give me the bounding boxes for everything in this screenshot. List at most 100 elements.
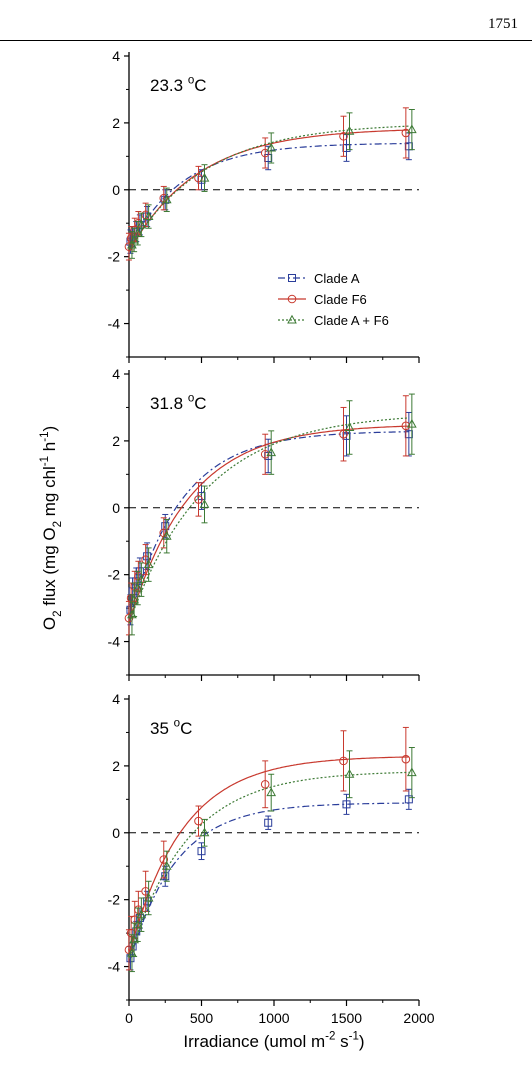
y-tick-label: -4 (108, 316, 121, 332)
fit-curve (128, 771, 409, 959)
fit-curve (128, 125, 409, 251)
y-tick-label: -4 (108, 634, 121, 650)
data-point (136, 574, 147, 584)
series-clade-f6 (124, 726, 411, 971)
data-point (129, 934, 139, 944)
data-point (161, 860, 172, 870)
data-point (199, 499, 210, 508)
y-tick-label: 4 (112, 691, 120, 707)
data-point (143, 892, 154, 902)
data-point (401, 421, 411, 431)
data-point (141, 555, 150, 564)
data-point (159, 855, 169, 864)
fit-curve (128, 756, 409, 956)
data-point (194, 495, 203, 504)
series-clade-f6 (124, 107, 411, 261)
data-point (404, 795, 413, 804)
y-tick-label: -4 (108, 959, 121, 975)
y-axis-label: O2 flux (mg O2 mg chl-1 h-1) (39, 426, 64, 630)
data-point (143, 559, 154, 569)
fit-curve (128, 142, 409, 249)
legend: Clade A Clade F6 Clade A + F6 (278, 271, 389, 328)
y-tick-label: 4 (112, 366, 120, 382)
data-point (407, 767, 417, 777)
y-tick-label: 2 (112, 758, 120, 774)
series-clade-a-f6 (127, 746, 417, 973)
y-tick-label: 2 (112, 433, 120, 449)
series-clade-a-f6 (127, 109, 417, 259)
fit-curve (128, 802, 409, 964)
data-point (126, 954, 135, 963)
data-point (199, 827, 210, 837)
series-clade-a (126, 788, 413, 971)
x-tick-label: 1500 (331, 1010, 362, 1026)
data-point (134, 905, 143, 915)
data-point (136, 909, 147, 919)
data-point (339, 131, 348, 141)
y-tick-label: 0 (112, 825, 120, 841)
data-point (407, 418, 417, 428)
legend-marker (287, 294, 297, 304)
y-tick-label: -2 (108, 567, 121, 583)
panel-title: 23.3 oC (150, 74, 207, 95)
data-point (401, 754, 411, 764)
data-point (197, 847, 206, 856)
y-tick-label: -2 (108, 249, 121, 265)
data-point (161, 530, 172, 540)
data-point (141, 887, 150, 896)
data-point (342, 800, 351, 809)
panel-title: 35 oC (150, 717, 192, 738)
data-point (161, 194, 172, 204)
data-point (132, 919, 143, 929)
data-point (266, 787, 277, 797)
series-clade-f6 (124, 395, 411, 636)
header-rule (0, 40, 532, 41)
data-point (266, 447, 277, 457)
data-point (260, 148, 270, 158)
data-point (136, 219, 147, 229)
legend-label: Clade A (314, 271, 360, 286)
data-point (339, 756, 348, 766)
legend-marker (288, 274, 296, 282)
chart-panel-1: -4 -2 0 2 4 23.3 oC Clade A Clade F6 Clade A + F… (108, 48, 420, 363)
fit-curve (128, 425, 409, 624)
legend-marker (287, 314, 297, 324)
data-point (339, 429, 348, 439)
x-tick-label: 0 (125, 1010, 133, 1026)
page-number: 1751 (488, 16, 518, 32)
legend-label: Clade A + F6 (314, 313, 389, 328)
series-clade-a-f6 (127, 393, 417, 636)
data-point (344, 422, 355, 432)
data-point (132, 228, 143, 237)
y-tick-label: 2 (112, 115, 120, 131)
data-point (129, 234, 139, 244)
data-point (143, 211, 154, 221)
data-point (264, 818, 273, 827)
fit-curve (128, 417, 409, 624)
data-point (132, 582, 143, 592)
data-point (266, 142, 277, 152)
data-point (344, 126, 355, 135)
data-point (260, 779, 270, 789)
data-point (129, 594, 139, 604)
y-tick-label: 0 (112, 500, 120, 516)
legend-label: Clade F6 (314, 292, 367, 307)
data-point (344, 769, 355, 778)
data-point (194, 816, 203, 826)
fit-curve (128, 431, 409, 622)
data-point (199, 172, 210, 182)
data-point (260, 449, 270, 459)
y-tick-label: -2 (108, 892, 121, 908)
chart-panel-2: -4 -2 0 2 4 31.8 oC (108, 366, 420, 681)
x-axis-label: Irradiance (umol m-2 s-1) (183, 1030, 364, 1051)
series-clade-a (126, 411, 413, 626)
x-tick-label: 2000 (403, 1010, 434, 1026)
chart-panel-3: -4 -2 0 2 4 0 500 1000 1500 2000 35 oC (108, 691, 435, 1026)
fit-curve (128, 129, 409, 252)
data-point (407, 124, 417, 134)
panel-title: 31.8 oC (150, 392, 207, 413)
x-tick-label: 1000 (258, 1010, 289, 1026)
x-tick-label: 500 (190, 1010, 214, 1026)
y-tick-label: 0 (112, 182, 120, 198)
